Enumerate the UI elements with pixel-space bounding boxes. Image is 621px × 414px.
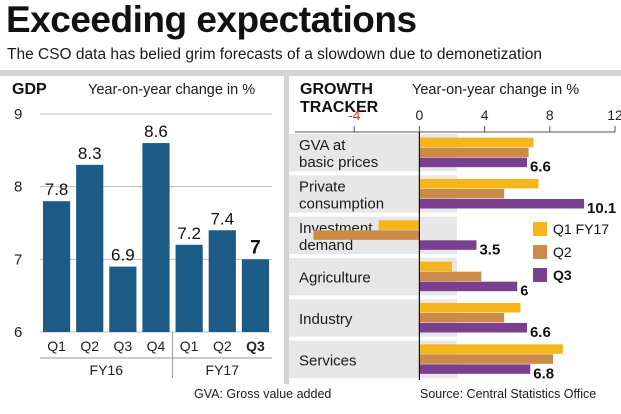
- gdp-x-tick-label: Q4: [147, 338, 166, 354]
- gdp-bar: [109, 266, 137, 332]
- gdp-data-label: 8.6: [144, 122, 168, 141]
- footer-source: Source: Central Statistics Office: [420, 387, 597, 401]
- gdp-group-label: FY16: [90, 362, 124, 378]
- gdp-data-label: 6.9: [111, 246, 135, 265]
- gdp-bar: [142, 143, 170, 332]
- gdp-x-tick-label: Q1: [180, 338, 199, 354]
- tracker-subtitle: Year-on-year change in %: [412, 82, 580, 98]
- gdp-x-tick-label: Q1: [47, 338, 66, 354]
- gdp-x-tick-label: Q3: [246, 338, 265, 354]
- tracker-title-line1: GROWTH: [300, 81, 373, 98]
- tracker-legend-label: Q3: [553, 267, 572, 283]
- tracker-x-tick-label: -4: [348, 107, 361, 123]
- tracker-legend-label: Q2: [553, 244, 572, 260]
- tracker-category-label: basic prices: [299, 154, 378, 171]
- tracker-legend-label: Q1 FY17: [553, 221, 609, 237]
- tracker-category-label: Private: [299, 179, 346, 196]
- tracker-bar: [419, 199, 585, 209]
- footer-note: GVA: Gross value added: [194, 387, 332, 401]
- tracker-data-label: 6.8: [533, 365, 554, 382]
- gdp-data-label: 7.8: [45, 180, 69, 199]
- tracker-bar: [419, 323, 527, 333]
- tracker-bar: [378, 220, 420, 230]
- tracker-data-label: 3.5: [479, 241, 500, 258]
- headline: Exceeding expectations: [6, 0, 417, 40]
- tracker-data-label: 6: [520, 283, 528, 300]
- gdp-bar: [208, 230, 236, 332]
- tracker-bar: [419, 281, 518, 292]
- gdp-bar: [175, 244, 203, 332]
- tracker-legend-swatch: [533, 222, 547, 236]
- tracker-bar: [419, 137, 534, 148]
- gdp-y-tick-label: 9: [14, 106, 22, 123]
- tracker-legend-swatch: [533, 268, 547, 282]
- gdp-data-label: 7.4: [210, 209, 234, 228]
- tracker-bar: [419, 364, 531, 374]
- tracker-bar: [419, 354, 554, 364]
- tracker-bar: [419, 179, 539, 189]
- tracker-bar: [419, 313, 505, 323]
- gdp-chart-title: GDP: [12, 81, 47, 98]
- tracker-bar: [419, 147, 529, 158]
- tracker-legend-swatch: [533, 245, 547, 259]
- tracker-category-label: consumption: [299, 196, 384, 213]
- gdp-y-tick-label: 6: [14, 324, 22, 341]
- tracker-x-tick-label: 4: [481, 107, 489, 123]
- tracker-x-tick-label: 12: [607, 107, 621, 123]
- tracker-bar: [419, 261, 452, 272]
- tracker-category-label: Services: [299, 352, 357, 369]
- tracker-category-label: GVA at: [299, 137, 346, 154]
- gdp-group-label: FY17: [206, 362, 240, 378]
- gdp-bar-chart: 6 7 8 9 7.8 Q1 8.3 Q2 6.9 Q3 8.6 Q4 7.2 Q1 7.4 Q2 7 Q3 FY1…: [14, 106, 272, 378]
- tracker-bar: [419, 303, 521, 313]
- tracker-data-label: 6.6: [530, 159, 551, 176]
- tracker-title-line2: TRACKER: [300, 99, 379, 116]
- divider-horizontal: [0, 70, 621, 76]
- gdp-data-label: 7.2: [177, 224, 201, 243]
- tracker-bar: [419, 157, 527, 168]
- gdp-x-tick-label: Q2: [213, 338, 232, 354]
- gdp-x-tick-label: Q2: [80, 338, 99, 354]
- tracker-bar: [419, 240, 477, 250]
- tracker-x-tick-label: 0: [416, 107, 424, 123]
- gdp-data-label: 7: [250, 237, 261, 258]
- gdp-data-label: 8.3: [78, 144, 102, 163]
- gdp-bar: [241, 259, 270, 332]
- tracker-bar: [419, 344, 563, 354]
- gdp-bar: [42, 201, 71, 332]
- gdp-chart-subtitle: Year-on-year change in %: [88, 82, 256, 98]
- tracker-category-label: Industry: [299, 311, 353, 328]
- gdp-y-tick-label: 7: [14, 251, 22, 268]
- tracker-x-tick-label: 8: [546, 107, 554, 123]
- tracker-category-label: Agriculture: [299, 270, 371, 287]
- tracker-data-label: 10.1: [587, 200, 616, 217]
- tracker-bar: [419, 189, 505, 199]
- divider-vertical: [284, 76, 289, 384]
- tracker-bar: [419, 271, 482, 282]
- tracker-bar: [313, 230, 420, 240]
- tracker-data-label: 6.6: [530, 324, 551, 341]
- gdp-x-tick-label: Q3: [114, 338, 133, 354]
- gdp-y-tick-label: 8: [14, 179, 22, 196]
- tracker-category-label: demand: [299, 237, 353, 254]
- gdp-bar: [76, 164, 104, 332]
- subtitle: The CSO data has belied grim forecasts o…: [7, 46, 543, 63]
